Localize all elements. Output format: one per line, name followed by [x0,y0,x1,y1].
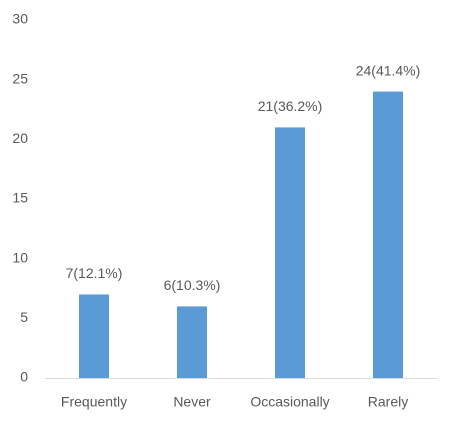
value-label: 21(36.2%) [258,98,323,114]
bar [177,306,207,378]
x-tick-label: Rarely [368,394,408,410]
bar [79,294,109,378]
y-tick-label: 15 [12,190,28,206]
bar [275,127,305,379]
y-tick-label: 10 [12,249,28,265]
x-tick-label: Frequently [61,394,127,410]
value-label: 6(10.3%) [164,277,221,293]
y-tick-label: 30 [12,11,28,27]
bar [373,91,403,378]
value-label: 24(41.4%) [356,62,421,78]
x-tick-label: Never [173,394,211,410]
y-tick-label: 5 [20,309,28,325]
y-tick-label: 20 [12,130,28,146]
y-tick-label: 0 [20,369,28,385]
x-tick-label: Occasionally [250,394,329,410]
value-label: 7(12.1%) [66,265,123,281]
y-tick-label: 25 [12,70,28,86]
